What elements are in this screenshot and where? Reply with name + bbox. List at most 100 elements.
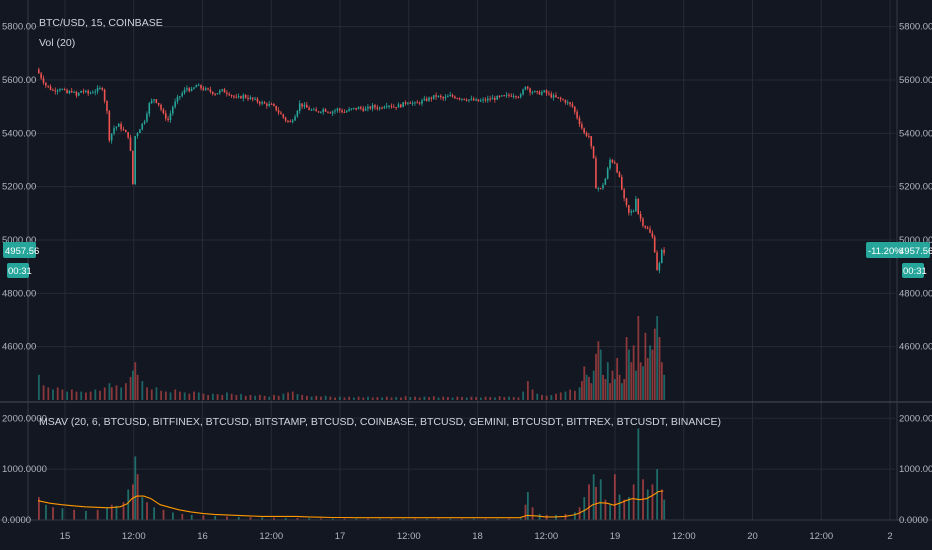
- candle-body: [353, 107, 355, 109]
- time-axis[interactable]: 15 12:00 16 12:00 17 12:00 18 12:00 19 12:00 20 12:…: [60, 531, 893, 542]
- volume-legend[interactable]: Vol (20): [39, 37, 75, 49]
- volume-bar: [573, 390, 576, 400]
- volume-bar: [329, 396, 332, 400]
- candle-body: [96, 88, 99, 92]
- time-tick-label: 12:00: [809, 531, 833, 542]
- volume-bar: [240, 394, 242, 400]
- indicator-bar: [367, 518, 369, 520]
- volume-bar: [618, 374, 621, 400]
- symbol-title[interactable]: BTC/USD, 15, COINBASE: [39, 17, 163, 29]
- price-axis-left[interactable]: 5800.00 5600.00 5400.00 5200.00 5000.00 4800.…: [2, 22, 36, 353]
- volume-bar: [494, 397, 496, 400]
- candle-body: [174, 101, 176, 107]
- candle-body: [162, 109, 165, 114]
- candle-body: [461, 98, 463, 100]
- candle-body: [613, 162, 616, 164]
- volume-bar: [287, 392, 289, 400]
- candle-body: [465, 99, 468, 101]
- time-tick-label: 12:00: [672, 531, 696, 542]
- price-tick-label: 5800.00: [899, 22, 932, 33]
- candle-body: [451, 94, 454, 97]
- candle-body: [374, 105, 376, 108]
- indicator-tick-label: 0.0000: [899, 515, 928, 526]
- candle-body: [588, 135, 590, 137]
- volume-bar: [348, 396, 351, 400]
- candle-body: [392, 106, 395, 108]
- volume-bar: [418, 397, 421, 400]
- candle-body: [534, 91, 536, 93]
- volume-bar: [470, 396, 473, 400]
- volume-bar: [110, 387, 113, 400]
- last-price-label-right: 4957.56: [899, 246, 932, 257]
- candle-body: [463, 98, 466, 100]
- indicator-bar: [122, 502, 125, 520]
- candle-body: [503, 95, 506, 97]
- volume-bar: [555, 393, 557, 400]
- price-axis-right[interactable]: 5800.00 5600.00 5400.00 5200.00 5000.00 4800.…: [899, 22, 932, 353]
- candle-body: [179, 96, 181, 98]
- volume-bar: [120, 387, 123, 400]
- candle-body: [404, 102, 407, 104]
- candle-body: [202, 88, 205, 90]
- candle-body: [66, 89, 68, 94]
- indicator-tick-label: 1000.0000: [2, 464, 47, 475]
- volume-bar: [155, 387, 158, 400]
- candle-body: [407, 102, 409, 104]
- candle-body: [430, 97, 433, 99]
- volume-bar: [639, 362, 642, 400]
- candle-body: [564, 100, 567, 103]
- candle-body: [468, 99, 470, 101]
- volume-bar: [56, 387, 59, 400]
- candle-body: [508, 94, 510, 96]
- volume-bar: [550, 394, 553, 400]
- volume-bar: [202, 393, 205, 400]
- candle-body: [371, 105, 374, 109]
- volume-bar: [277, 395, 280, 400]
- indicator-bar: [599, 479, 602, 520]
- candle-body: [103, 89, 106, 102]
- volume-bar: [134, 362, 137, 400]
- candle-body: [214, 93, 216, 95]
- time-tick-label: 19: [610, 531, 621, 542]
- candle-body: [249, 97, 252, 100]
- indicator-tick-label: 0.0000: [2, 515, 31, 526]
- candle-body: [510, 95, 513, 97]
- indicator-bar: [153, 507, 155, 520]
- indicator-bar: [226, 516, 228, 520]
- candle-body: [132, 150, 134, 185]
- candle-body: [653, 236, 656, 253]
- candle-body: [496, 95, 498, 100]
- indicator-axis-right[interactable]: 2000.0000 1000.0000 0.0000: [899, 413, 932, 526]
- candle-body: [85, 90, 87, 92]
- indicator-bar: [461, 518, 463, 520]
- candle-body: [515, 96, 517, 98]
- candle-body: [193, 87, 195, 89]
- indicator-bar: [96, 509, 99, 520]
- candle-body: [155, 99, 158, 103]
- candle-body: [649, 228, 651, 233]
- time-tick-label: 12:00: [122, 531, 146, 542]
- candle-body: [268, 103, 270, 106]
- volume-bar: [456, 396, 459, 400]
- candle-body: [397, 104, 400, 108]
- volume-bar: [585, 374, 588, 400]
- volume-bar: [656, 316, 659, 400]
- indicator-axis-left[interactable]: 2000.0000 1000.0000 0.0000: [2, 413, 47, 526]
- last-price-label-left: 4957.56: [5, 246, 39, 257]
- candle-body: [329, 112, 332, 114]
- indicator-legend[interactable]: MSAV (20, 6, BTCUSD, BITFINEX, BTCUSD, B…: [39, 416, 721, 428]
- indicator-bar: [61, 508, 64, 520]
- candle-body: [609, 159, 611, 169]
- volume-bar: [80, 391, 83, 400]
- volume-bar: [61, 389, 64, 400]
- indicator-bar: [613, 474, 616, 520]
- volume-bar: [503, 397, 506, 400]
- candle-body: [75, 91, 78, 96]
- candle-body: [362, 108, 365, 111]
- candle-body: [211, 91, 214, 94]
- candle-body: [357, 107, 360, 110]
- volume-bar: [642, 366, 644, 400]
- indicator-bar: [331, 518, 334, 520]
- indicator-bar: [578, 507, 581, 520]
